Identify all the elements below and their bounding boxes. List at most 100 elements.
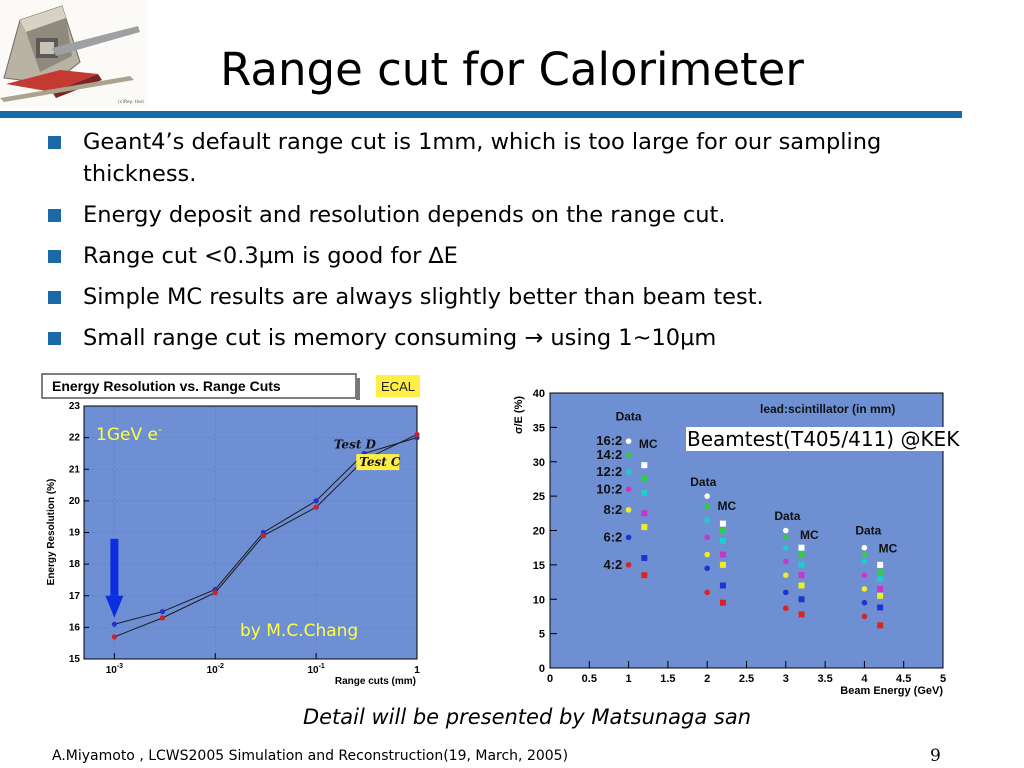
y-tick-label: 22: [69, 433, 81, 444]
data-point: [861, 551, 868, 558]
ratio-label: 6:2: [604, 529, 623, 544]
data-point: [313, 498, 319, 504]
mc-point: [641, 510, 648, 517]
ratio-label: 4:2: [604, 557, 623, 572]
y-tick-label: 30: [533, 457, 545, 469]
data-point: [625, 486, 632, 493]
data-point: [159, 615, 166, 621]
x-tick-label: 3.5: [817, 673, 832, 685]
data-point: [861, 599, 868, 606]
ratio-label: 10:2: [596, 481, 622, 496]
y-tick-label: 0: [539, 663, 545, 675]
x-tick-label: 0: [547, 673, 553, 685]
y-tick-label: 5: [539, 629, 545, 641]
y-tick-label: 19: [69, 528, 81, 539]
energy-resolution-chart: Energy Resolution vs. Range Cuts ECAL 15 16…: [40, 372, 422, 690]
data-point: [704, 517, 710, 523]
bullet-square-icon: [48, 250, 61, 263]
mc-group-label: MC: [639, 437, 658, 451]
bullet-item: Energy deposit and resolution depends on…: [48, 199, 948, 231]
mc-point: [798, 544, 805, 551]
mc-point: [719, 527, 726, 534]
mc-point: [877, 622, 884, 629]
mc-point: [877, 592, 884, 599]
mc-point: [798, 551, 805, 558]
x-tick-label: 0.5: [582, 673, 597, 685]
mc-point: [798, 572, 805, 579]
data-point: [625, 534, 632, 541]
data-point: [625, 562, 632, 568]
chart-title: lead:scintillator (in mm): [760, 402, 895, 416]
bullet-item: Geant4’s default range cut is 1mm, which…: [48, 126, 948, 190]
series-label-test-c: Test C: [359, 455, 401, 469]
mc-point: [877, 604, 884, 611]
data-point: [783, 572, 789, 578]
data-point: [111, 634, 117, 640]
x-tick-label: 2.5: [739, 673, 754, 685]
series-label-test-c-box: [356, 454, 400, 471]
bullet-item: Range cut <0.3µm is good for ∆E: [48, 240, 948, 272]
x-axis-label: Range cuts (mm): [335, 676, 416, 687]
data-point: [783, 558, 789, 565]
mc-point: [719, 561, 726, 568]
x-tick-label: 1.5: [660, 673, 675, 685]
bullet-text: Simple MC results are always slightly be…: [83, 284, 764, 310]
x-tick-label: 2: [704, 673, 710, 685]
mc-point: [719, 599, 726, 606]
y-tick-label: 20: [69, 496, 81, 507]
x-tick-label: 4.5: [896, 673, 911, 685]
data-point: [783, 589, 789, 596]
beamtest-label: Beamtest(T405/411) @KEK: [686, 427, 961, 451]
data-point: [625, 438, 632, 444]
bullet-text: Geant4’s default range cut is 1mm, which…: [83, 129, 882, 187]
y-tick-label: 40: [533, 388, 545, 400]
bullet-text: Small range cut is memory consuming → us…: [83, 325, 717, 351]
mc-point: [641, 524, 648, 531]
data-point: [783, 544, 789, 551]
data-point: [704, 565, 710, 572]
bullet-list: Geant4’s default range cut is 1mm, which…: [48, 126, 948, 363]
chart-title-box: [41, 373, 357, 399]
mc-point: [798, 611, 805, 618]
arrow-shaft: [110, 538, 119, 596]
x-tick-label: 5: [940, 673, 946, 685]
y-tick-label: 15: [69, 654, 81, 665]
mc-point: [877, 561, 884, 568]
data-point: [704, 503, 710, 510]
bullet-text: Energy deposit and resolution depends on…: [83, 202, 726, 228]
x-tick-label: 4: [861, 673, 868, 685]
mc-point: [719, 520, 726, 527]
y-tick-label: 25: [533, 491, 545, 503]
data-point: [704, 551, 710, 558]
y-tick-label: 18: [69, 559, 81, 570]
data-point: [861, 544, 868, 551]
y-tick-label: 20: [533, 526, 545, 538]
y-tick-label: 10: [533, 594, 545, 606]
mc-point: [641, 489, 648, 496]
data-group-label: Data: [774, 509, 800, 523]
bullet-square-icon: [48, 291, 61, 304]
x-tick-label: 1: [626, 673, 632, 685]
data-point: [704, 534, 710, 541]
series-label-test-d: Test D: [334, 438, 377, 452]
mc-group-label: MC: [718, 499, 737, 513]
data-point: [159, 608, 166, 615]
logo-credit: (c)Rey. Hori: [118, 99, 144, 105]
data-point: [414, 431, 420, 438]
x-axis-label: Beam Energy (GeV): [840, 685, 943, 697]
data-point: [783, 534, 789, 541]
data-point: [783, 605, 789, 611]
data-point: [861, 586, 868, 592]
mc-point: [641, 555, 648, 561]
mc-point: [719, 537, 726, 544]
data-point: [625, 469, 632, 475]
data-group-label: Data: [690, 475, 716, 489]
mc-point: [719, 582, 726, 589]
caption: Detail will be presented by Matsunaga sa…: [302, 705, 752, 729]
data-point: [783, 527, 789, 534]
data-point: [625, 452, 632, 458]
y-tick-label: 23: [69, 401, 81, 412]
data-point: [704, 589, 710, 596]
page-number: 9: [930, 746, 941, 766]
bullet-square-icon: [48, 209, 61, 222]
